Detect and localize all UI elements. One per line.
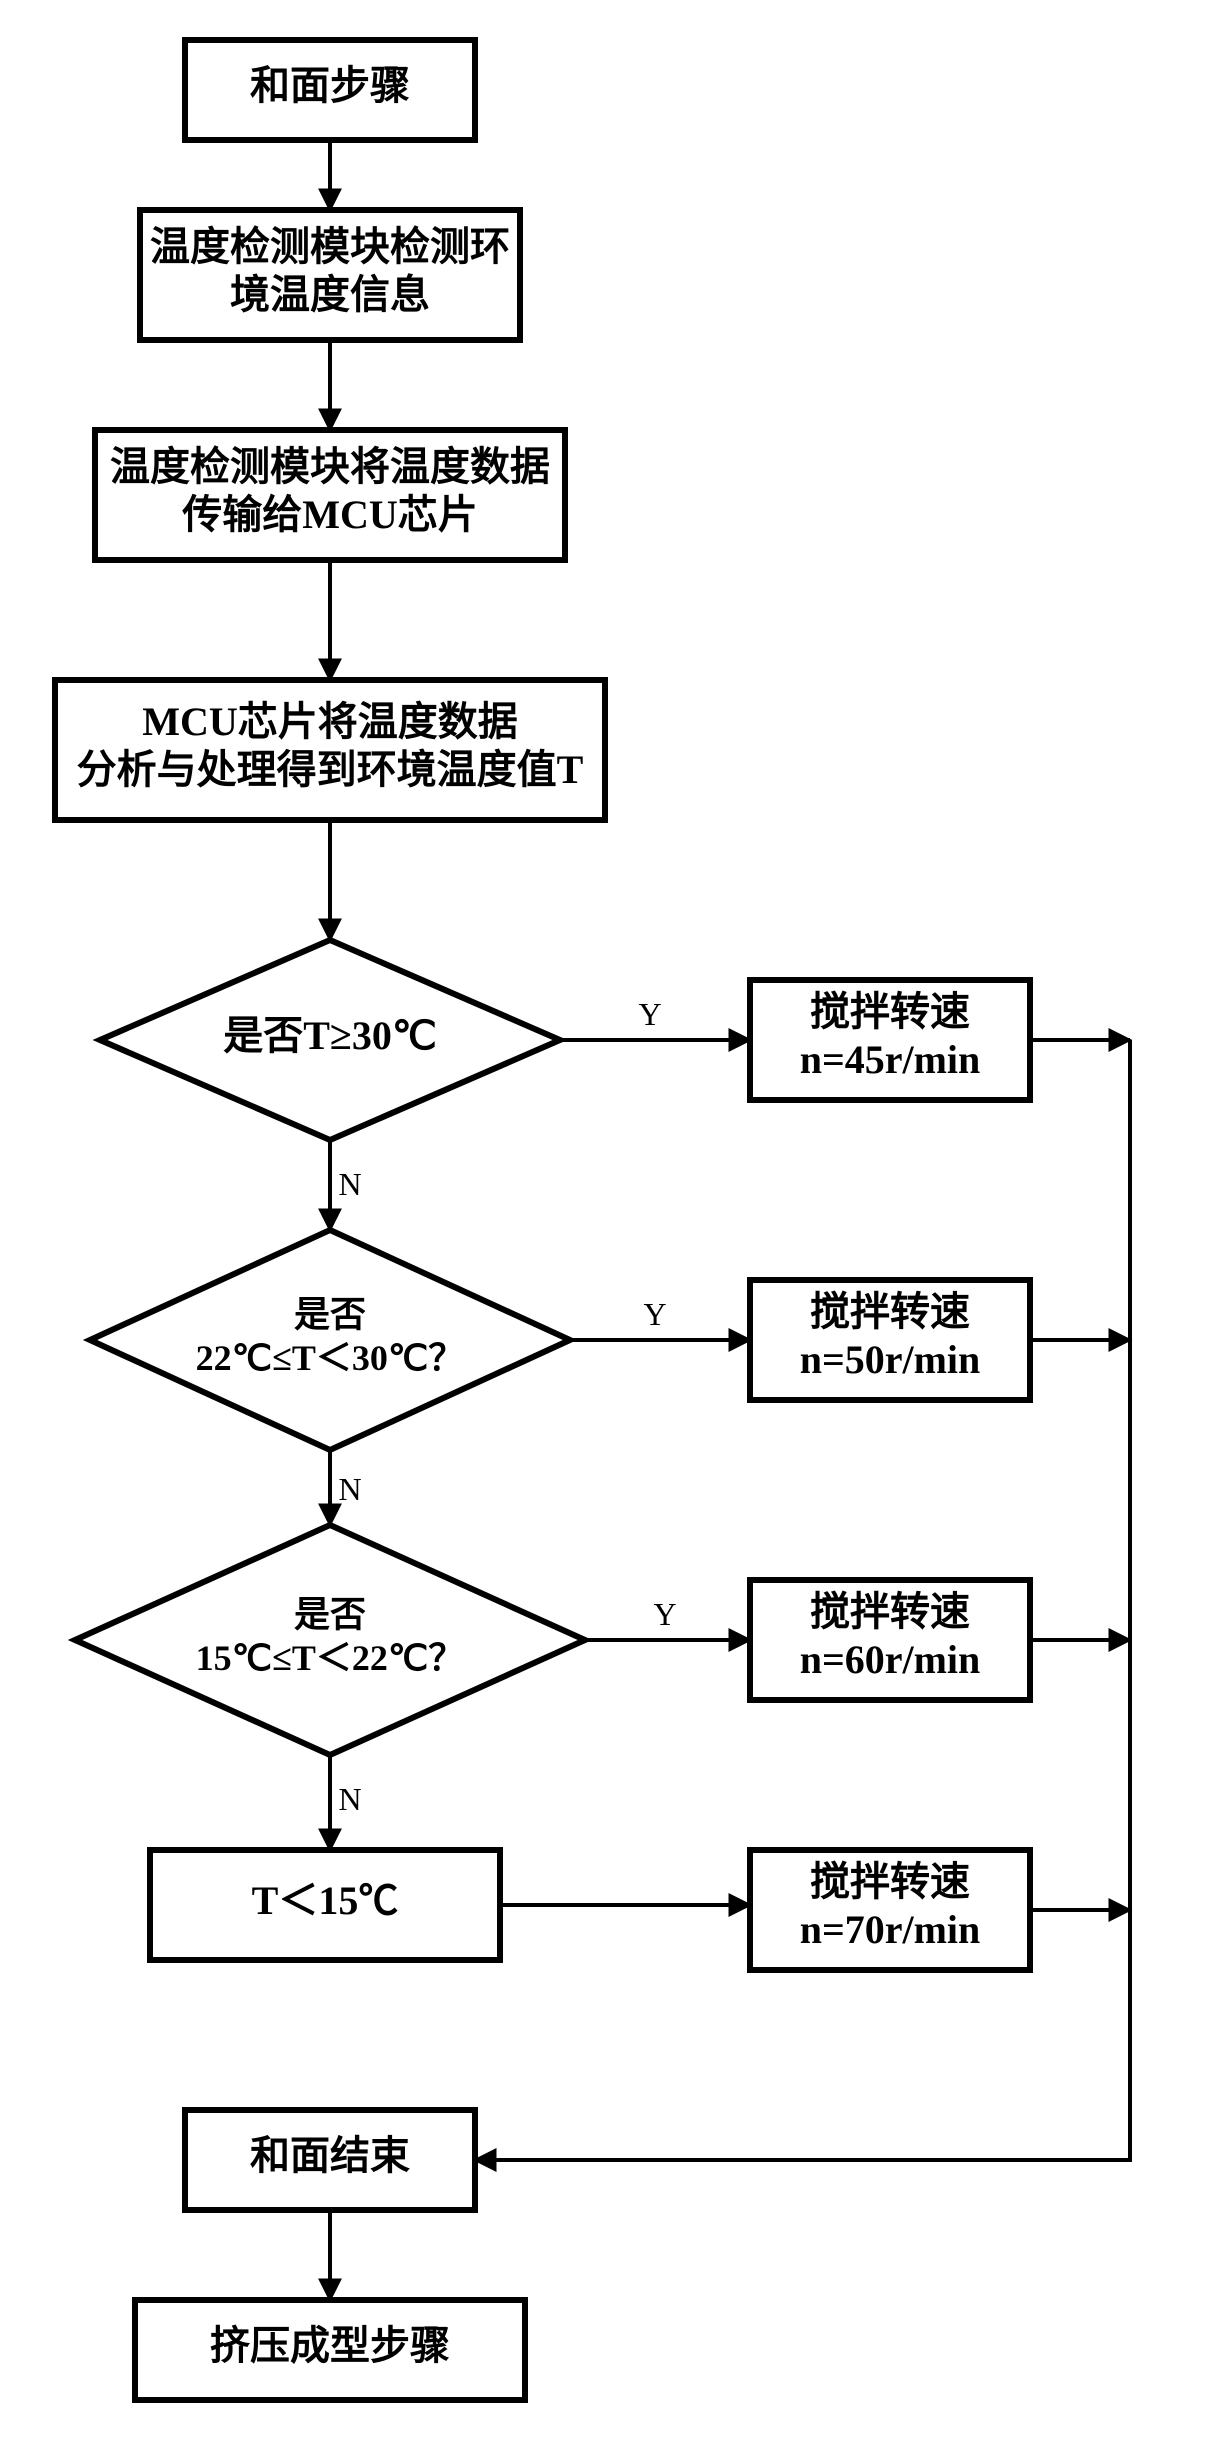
node-text-n1-line0: 和面步骤 [250,63,410,108]
node-text-d1-line0: 是否T≥30℃ [223,1013,437,1058]
node-text-d2-line1: 22℃≤T＜30℃？ [196,1338,465,1378]
node-n4: MCU芯片将温度数据分析与处理得到环境温度值T [55,680,605,820]
node-text-o3-line1: n=60r/min [800,1637,981,1682]
node-text-o3-line0: 搅拌转速 [810,1589,970,1634]
node-text-d3-line0: 是否 [294,1595,366,1635]
node-text-d3-line1: 15℃≤T＜22℃？ [196,1638,465,1678]
node-n2: 温度检测模块检测环境温度信息 [140,210,520,340]
node-text-o4-line1: n=70r/min [800,1907,981,1952]
node-text-n3-line1: 传输给MCU芯片 [181,492,478,537]
edge-label-d2-d3: N [338,1471,361,1507]
node-o1: 搅拌转速n=45r/min [750,980,1030,1100]
edge-label-d3-o3: Y [653,1596,676,1632]
node-text-o1-line1: n=45r/min [800,1037,981,1082]
node-text-o4-line0: 搅拌转速 [810,1859,970,1904]
edge-label-d3-n5: N [338,1781,361,1817]
node-d1: 是否T≥30℃ [100,940,560,1140]
node-text-n2-line1: 境温度信息 [230,272,430,317]
node-d3: 是否15℃≤T＜22℃？ [75,1525,585,1755]
node-text-o2-line1: n=50r/min [800,1337,981,1382]
node-text-n4-line0: MCU芯片将温度数据 [142,699,518,744]
node-text-n6-line0: 和面结束 [250,2133,410,2178]
node-text-n2-line0: 温度检测模块检测环 [150,224,510,269]
node-o4: 搅拌转速n=70r/min [750,1850,1030,1970]
nodes-layer: 和面步骤温度检测模块检测环境温度信息温度检测模块将温度数据传输给MCU芯片MCU… [55,40,1030,2400]
node-text-n5-line0: T＜15℃ [252,1878,399,1923]
node-text-d2-line0: 是否 [294,1295,366,1335]
node-text-o1-line0: 搅拌转速 [810,989,970,1034]
node-n3: 温度检测模块将温度数据传输给MCU芯片 [95,430,565,560]
node-n5: T＜15℃ [150,1850,500,1960]
node-d2: 是否22℃≤T＜30℃？ [90,1230,570,1450]
node-text-o2-line0: 搅拌转速 [810,1289,970,1334]
node-n6: 和面结束 [185,2110,475,2210]
node-n1: 和面步骤 [185,40,475,140]
node-n7: 挤压成型步骤 [135,2300,525,2400]
edge-label-d1-d2: N [338,1166,361,1202]
node-text-n3-line0: 温度检测模块将温度数据 [110,444,550,489]
node-o3: 搅拌转速n=60r/min [750,1580,1030,1700]
flowchart-canvas: YNYNYN和面步骤温度检测模块检测环境温度信息温度检测模块将温度数据传输给MC… [0,0,1206,2462]
edge-label-d2-o2: Y [643,1296,666,1332]
node-text-n4-line1: 分析与处理得到环境温度值T [77,747,584,792]
node-text-n7-line0: 挤压成型步骤 [210,2323,450,2368]
node-o2: 搅拌转速n=50r/min [750,1280,1030,1400]
edge-label-d1-o1: Y [638,996,661,1032]
